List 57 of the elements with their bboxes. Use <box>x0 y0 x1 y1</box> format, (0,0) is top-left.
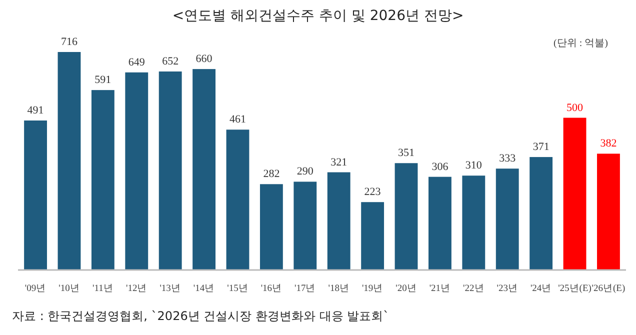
bar <box>327 172 350 270</box>
x-tick-label: '13년 <box>160 283 181 294</box>
x-tick-label: '25년(E) <box>558 283 592 294</box>
data-label: 371 <box>532 141 550 154</box>
data-label: 652 <box>162 55 179 68</box>
data-label: 500 <box>566 102 584 114</box>
bar <box>597 154 620 270</box>
data-label: 351 <box>398 147 415 160</box>
bar <box>462 176 486 270</box>
bar <box>226 130 250 270</box>
data-label: 716 <box>60 36 78 48</box>
bar <box>496 168 519 270</box>
bar <box>428 176 452 270</box>
bar <box>24 120 47 270</box>
x-tick-label: '14년 <box>193 283 215 294</box>
x-tick-label: '17년 <box>294 283 316 294</box>
data-label: 306 <box>432 160 449 173</box>
bar <box>260 184 283 270</box>
bar <box>192 69 216 270</box>
x-tick-label: '21년 <box>429 283 451 294</box>
bar <box>361 202 384 270</box>
bar <box>58 52 81 270</box>
data-label: 290 <box>296 166 314 178</box>
x-tick-label: '09년 <box>24 283 46 294</box>
x-tick-label: '12년 <box>126 283 148 294</box>
x-tick-label: '22년 <box>463 283 484 294</box>
x-tick-label: '26년(E) <box>592 283 626 294</box>
x-tick-label: '11년 <box>92 283 114 294</box>
bar <box>394 163 418 270</box>
x-tick-label: '18년 <box>328 283 350 294</box>
x-tick-label: '15년 <box>227 283 248 294</box>
x-tick-label: '16년 <box>260 283 282 294</box>
bar <box>158 71 182 270</box>
data-label: 333 <box>499 152 516 165</box>
data-label: 282 <box>263 168 280 180</box>
data-label: 649 <box>128 56 146 68</box>
bar <box>530 157 553 270</box>
data-label: 223 <box>364 186 382 198</box>
data-label: 491 <box>27 104 44 117</box>
data-label: 321 <box>330 156 348 168</box>
x-tick-label: '19년 <box>362 283 384 294</box>
data-label: 591 <box>94 74 112 86</box>
bar <box>294 182 317 270</box>
chart-title: <연도별 해외건설수주 추이 및 2026년 전망> <box>172 8 464 24</box>
bar <box>563 118 586 270</box>
data-label: 660 <box>196 53 213 66</box>
x-tick-label: '20년 <box>396 283 417 294</box>
x-tick-label: '23년 <box>496 283 518 294</box>
x-tick-label: '24년 <box>530 283 552 294</box>
y-axis-title: (단위 : 억불) <box>554 38 608 49</box>
bar <box>91 90 114 270</box>
data-label: 310 <box>465 160 482 172</box>
x-tick-label: '10년 <box>58 283 80 294</box>
bar <box>125 72 148 270</box>
data-label: 382 <box>600 138 617 150</box>
text: 자료 : 한국건설경영협회, `2026년 건설시장 환경변화와 대응 발표회` <box>12 309 390 323</box>
data-label: 461 <box>229 114 246 126</box>
